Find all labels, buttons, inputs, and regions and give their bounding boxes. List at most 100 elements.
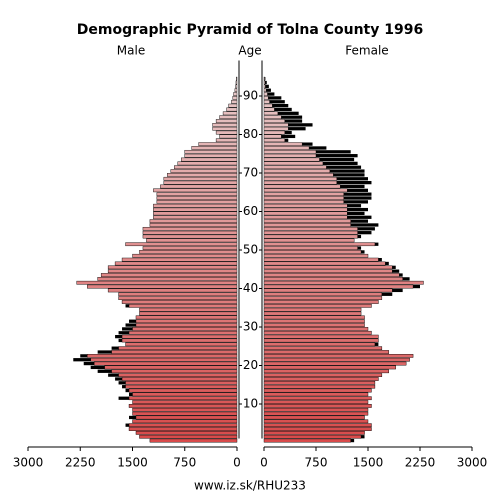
female-bar [264,107,292,112]
female-bar-common [263,280,424,285]
male-bar-common [235,84,238,89]
male-bar-common [146,238,238,243]
female-bar-common [263,288,393,293]
male-bar-common [156,196,238,200]
female-bar-common [263,153,317,158]
female-bar-common [263,126,289,131]
y-tick-label: 90 [243,89,258,103]
female-bar-common [263,146,310,150]
female-bar-common [263,346,383,351]
female-bar-common [263,273,400,277]
x-tick-label: 2250 [65,456,96,470]
female-bar-common [263,338,379,343]
female-bar-common [263,142,303,146]
y-tick-label: 70 [243,166,258,180]
male-bar-common [170,169,238,173]
male-bar-common [132,407,238,412]
male-bar-common [97,277,238,281]
male-bar-common [135,323,238,327]
female-bar-common [263,396,372,401]
female-bar-common [263,404,372,408]
male-bar-common [139,434,238,439]
male-bar-common [121,338,238,343]
male-bar-common [181,157,238,162]
female-bar-common [263,438,351,443]
male-bar-common [128,303,238,308]
female-bar-common [263,234,358,239]
male-bar-common [142,246,238,250]
male-bar-common [142,234,238,239]
male-bar-common [231,99,238,104]
male-bar-common [111,350,238,354]
male-bar-common [236,76,238,81]
female-bar-common [263,96,269,100]
male-bar-common [228,103,238,108]
male-bar-common [226,107,238,112]
female-bar-common [263,176,338,181]
female-bar [264,111,299,115]
female-bar [264,88,271,92]
female-bar-common [263,107,275,112]
male-bar-common [132,392,238,397]
male-bar-common [76,280,238,285]
female-bar-common [263,211,348,216]
female-bar-common [263,277,403,281]
x-tick-label: 0 [233,456,241,470]
female-bar-common [263,392,369,397]
male-bar-common [149,223,238,227]
female-bar-common [263,253,369,258]
female-bar-common [263,80,266,85]
male-bar-common [100,273,238,277]
female-bar-common [263,207,348,212]
female-bar-common [263,427,372,431]
female-bar-common [263,292,383,297]
female-label: Female [345,44,388,58]
male-bar-common [135,315,238,320]
footer: www.iz.sk/RHU233 [194,479,306,493]
female-bar-common [263,111,279,116]
female-bar-common [263,419,369,424]
male-bar-common [121,300,238,304]
female-bar-common [263,315,365,320]
female-bar-common [263,250,362,254]
female-bar-common [263,192,344,197]
female-bar-common [263,84,266,89]
x-tick-label: 2250 [405,456,436,470]
male-bar-common [118,296,238,300]
female-bar-common [263,323,365,327]
male-bar-common [212,126,238,131]
male-bar-common [163,180,238,185]
male-bar-common [153,203,238,208]
male-bar-common [87,354,238,358]
male-bar-common [139,311,238,316]
male-bar-common [139,250,238,254]
female-bar-common [263,246,358,250]
male-bar-common [212,123,238,127]
male-bar-common [132,411,238,416]
female-bar [264,115,303,119]
female-bar-common [263,373,383,377]
male-bar-common [118,373,238,377]
male-bar-common [128,388,238,393]
male-bar-common [142,226,238,231]
male-bar-common [135,431,238,435]
male-bar-common [114,261,238,266]
female-bar [264,100,285,104]
female-bar-common [263,365,396,370]
female-bar-common [263,265,393,270]
female-bar-common [263,311,362,316]
female-bar [264,96,282,100]
male-bar-common [104,365,238,370]
male-bar-common [232,96,238,100]
male-bar-common [167,173,238,177]
female-bar-common [263,303,372,308]
female-bar-common [263,123,289,127]
female-bar-common [263,238,355,243]
male-bar-common [160,184,238,189]
x-tick-label: 1500 [353,456,384,470]
y-tick-label: 20 [243,358,258,372]
female-bar-common [263,415,365,420]
male-bar-common [87,284,238,289]
male-bar-common [107,269,238,274]
female-bar-common [263,411,369,416]
